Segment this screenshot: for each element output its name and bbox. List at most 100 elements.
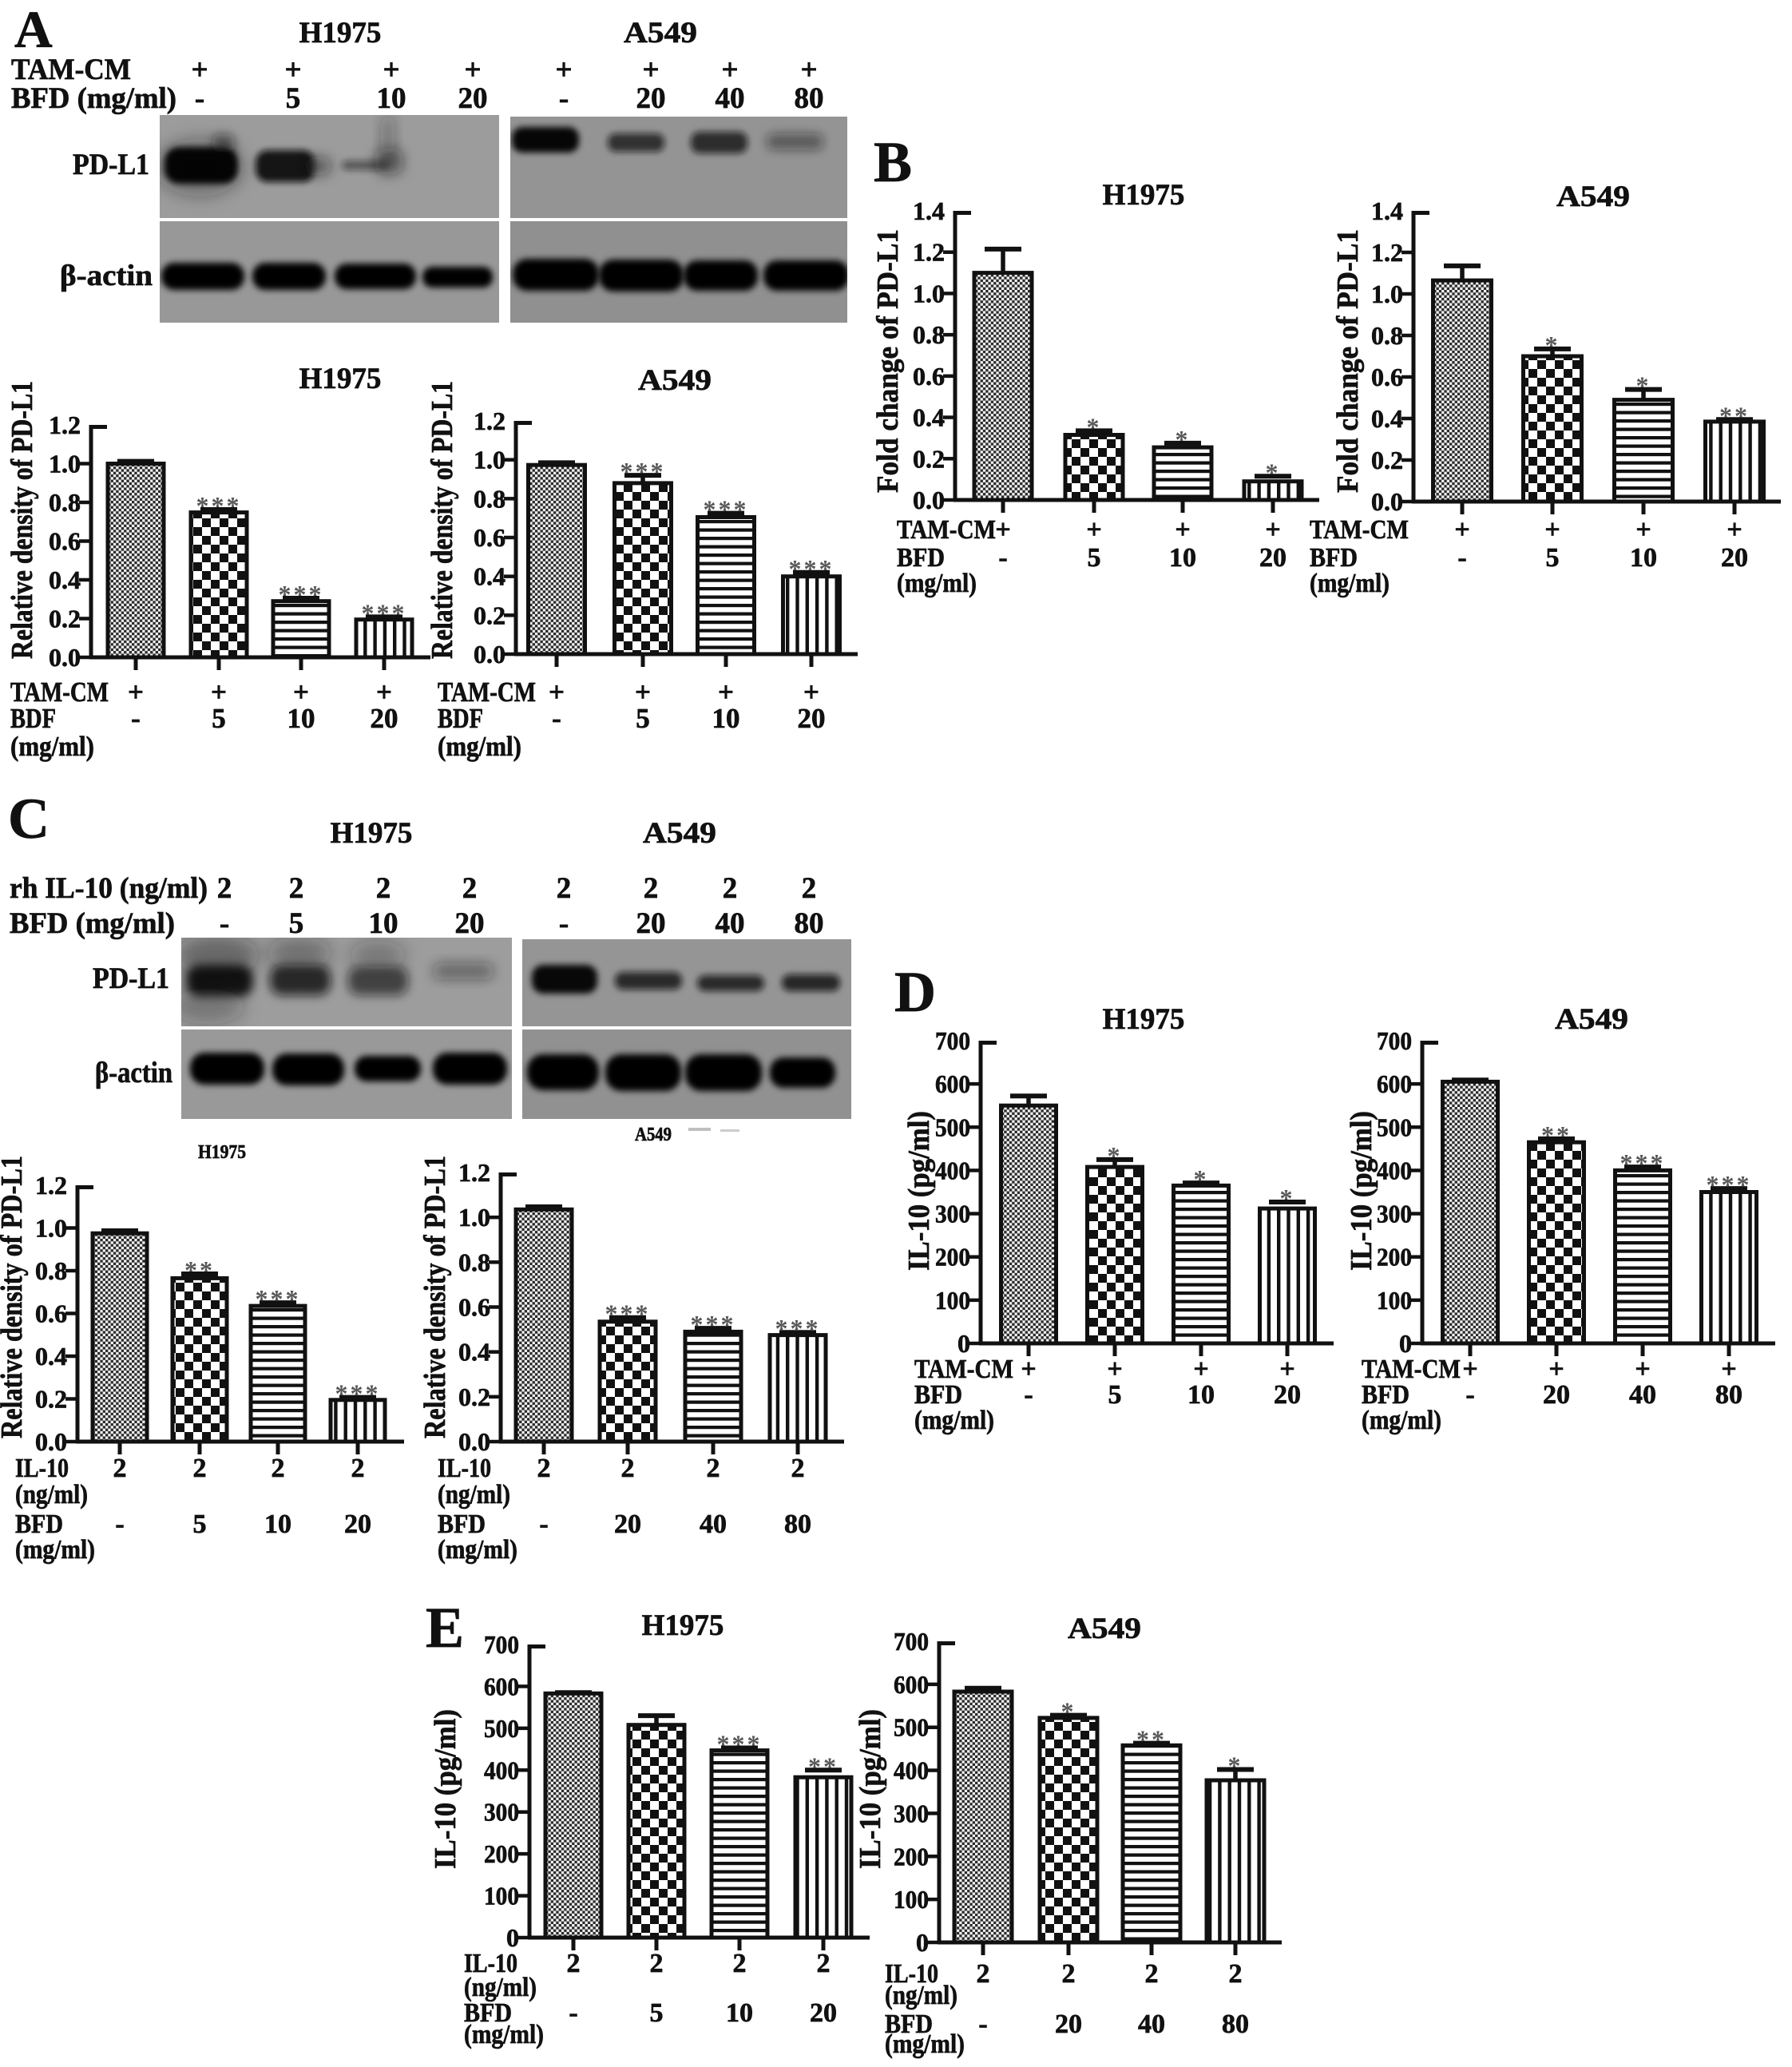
svg-text:+: +: [642, 54, 659, 86]
svg-text:100: 100: [935, 1286, 970, 1315]
svg-text:A549: A549: [1068, 1613, 1141, 1645]
svg-text:2: 2: [644, 872, 659, 905]
svg-text:2: 2: [1229, 1959, 1243, 1989]
svg-text:H1975: H1975: [1103, 179, 1185, 212]
svg-text:5: 5: [193, 1510, 207, 1539]
svg-text:1.0: 1.0: [458, 1203, 490, 1232]
svg-text:(mg/ml): (mg/ml): [438, 731, 521, 762]
svg-text:20: 20: [614, 1510, 641, 1539]
svg-text:2: 2: [217, 872, 232, 905]
svg-text:0.6: 0.6: [474, 523, 505, 552]
svg-text:A549: A549: [1555, 1003, 1628, 1036]
svg-text:20: 20: [371, 703, 398, 734]
svg-text:40: 40: [716, 82, 745, 115]
svg-text:(mg/ml): (mg/ml): [1310, 569, 1390, 598]
svg-text:300: 300: [1377, 1200, 1412, 1228]
svg-text:+: +: [211, 676, 227, 708]
svg-text:0.2: 0.2: [474, 601, 505, 629]
svg-text:***: ***: [605, 1299, 651, 1328]
svg-text:20: 20: [1274, 1380, 1301, 1410]
svg-text:600: 600: [1377, 1069, 1412, 1098]
svg-text:500: 500: [1377, 1113, 1412, 1141]
svg-text:0.0: 0.0: [474, 640, 505, 669]
svg-text:TAM-CM: TAM-CM: [1310, 515, 1409, 545]
svg-text:(ng/ml): (ng/ml): [885, 1981, 957, 2010]
svg-text:10: 10: [712, 703, 740, 734]
svg-text:-: -: [1465, 1380, 1474, 1410]
svg-text:80: 80: [795, 907, 824, 940]
svg-text:20: 20: [344, 1510, 371, 1539]
svg-text:+: +: [718, 676, 734, 708]
svg-text:2: 2: [567, 1949, 581, 1978]
svg-text:1.2: 1.2: [458, 1158, 490, 1187]
svg-text:-: -: [539, 1510, 548, 1539]
svg-text:0.8: 0.8: [474, 484, 505, 513]
svg-text:200: 200: [484, 1839, 519, 1868]
svg-text:TAM-CM: TAM-CM: [897, 515, 996, 545]
svg-text:300: 300: [484, 1798, 519, 1827]
svg-text:*: *: [1108, 1141, 1123, 1170]
svg-text:H1975: H1975: [642, 1609, 724, 1642]
svg-text:+: +: [635, 676, 651, 708]
svg-text:***: ***: [362, 598, 407, 627]
svg-text:BFD: BFD: [1362, 1380, 1409, 1410]
svg-text:(mg/ml): (mg/ml): [914, 1406, 994, 1435]
svg-text:IL-10: IL-10: [464, 1949, 517, 1978]
svg-text:0.4: 0.4: [1371, 404, 1403, 433]
svg-text:(mg/ml): (mg/ml): [885, 2029, 965, 2059]
svg-text:-: -: [559, 907, 569, 940]
svg-text:0.0: 0.0: [35, 1427, 67, 1456]
svg-text:**: **: [184, 1256, 215, 1284]
svg-text:10: 10: [369, 907, 398, 940]
svg-text:+: +: [1265, 515, 1280, 545]
svg-text:80: 80: [1222, 2009, 1249, 2039]
svg-text:200: 200: [935, 1243, 970, 1272]
svg-text:+: +: [191, 54, 208, 86]
svg-text:2: 2: [113, 1454, 127, 1483]
svg-text:40: 40: [1629, 1380, 1656, 1410]
svg-text:0: 0: [1399, 1329, 1412, 1358]
svg-text:+: +: [555, 54, 572, 86]
svg-text:2: 2: [272, 1454, 285, 1483]
svg-text:A549: A549: [1556, 181, 1630, 213]
svg-text:2: 2: [289, 872, 304, 905]
svg-text:40: 40: [1138, 2009, 1165, 2039]
svg-text:2: 2: [977, 1959, 990, 1989]
svg-text:*: *: [1266, 458, 1281, 486]
svg-text:(ng/ml): (ng/ml): [438, 1480, 510, 1510]
svg-text:A549: A549: [643, 817, 716, 850]
svg-text:0.6: 0.6: [35, 1299, 67, 1328]
svg-text:IL-10 (pg/ml): IL-10 (pg/ml): [902, 1111, 936, 1271]
svg-text:+: +: [284, 54, 301, 86]
svg-text:TAM-CM: TAM-CM: [11, 54, 131, 86]
svg-text:***: ***: [1620, 1149, 1666, 1177]
svg-text:E: E: [426, 1596, 464, 1660]
svg-text:0.2: 0.2: [1371, 446, 1403, 474]
svg-text:(mg/ml): (mg/ml): [10, 731, 94, 762]
svg-text:H1975: H1975: [331, 817, 413, 850]
svg-text:5: 5: [1088, 543, 1101, 573]
svg-text:PD-L1: PD-L1: [93, 962, 169, 995]
svg-text:20: 20: [1721, 543, 1748, 573]
svg-text:2: 2: [802, 872, 817, 905]
svg-text:1.0: 1.0: [474, 446, 505, 474]
svg-text:0.4: 0.4: [474, 562, 505, 591]
svg-text:0.4: 0.4: [35, 1342, 67, 1371]
svg-text:0.0: 0.0: [458, 1427, 490, 1456]
svg-text:500: 500: [484, 1714, 519, 1743]
svg-text:IL-10: IL-10: [438, 1454, 491, 1483]
svg-text:5: 5: [1108, 1380, 1122, 1410]
svg-text:+: +: [464, 54, 481, 86]
svg-text:*: *: [1087, 412, 1102, 441]
svg-text:2: 2: [376, 872, 391, 905]
svg-text:(mg/ml): (mg/ml): [438, 1535, 517, 1565]
svg-text:A549: A549: [635, 1125, 672, 1145]
svg-text:20: 20: [455, 907, 485, 940]
svg-text:-: -: [131, 703, 141, 734]
svg-text:0.6: 0.6: [913, 362, 945, 391]
svg-text:Relative density of PD-L1: Relative density of PD-L1: [6, 381, 39, 659]
svg-text:***: ***: [775, 1314, 821, 1343]
svg-text:5: 5: [636, 703, 650, 734]
svg-text:200: 200: [1377, 1243, 1412, 1272]
svg-text:100: 100: [1377, 1286, 1412, 1315]
